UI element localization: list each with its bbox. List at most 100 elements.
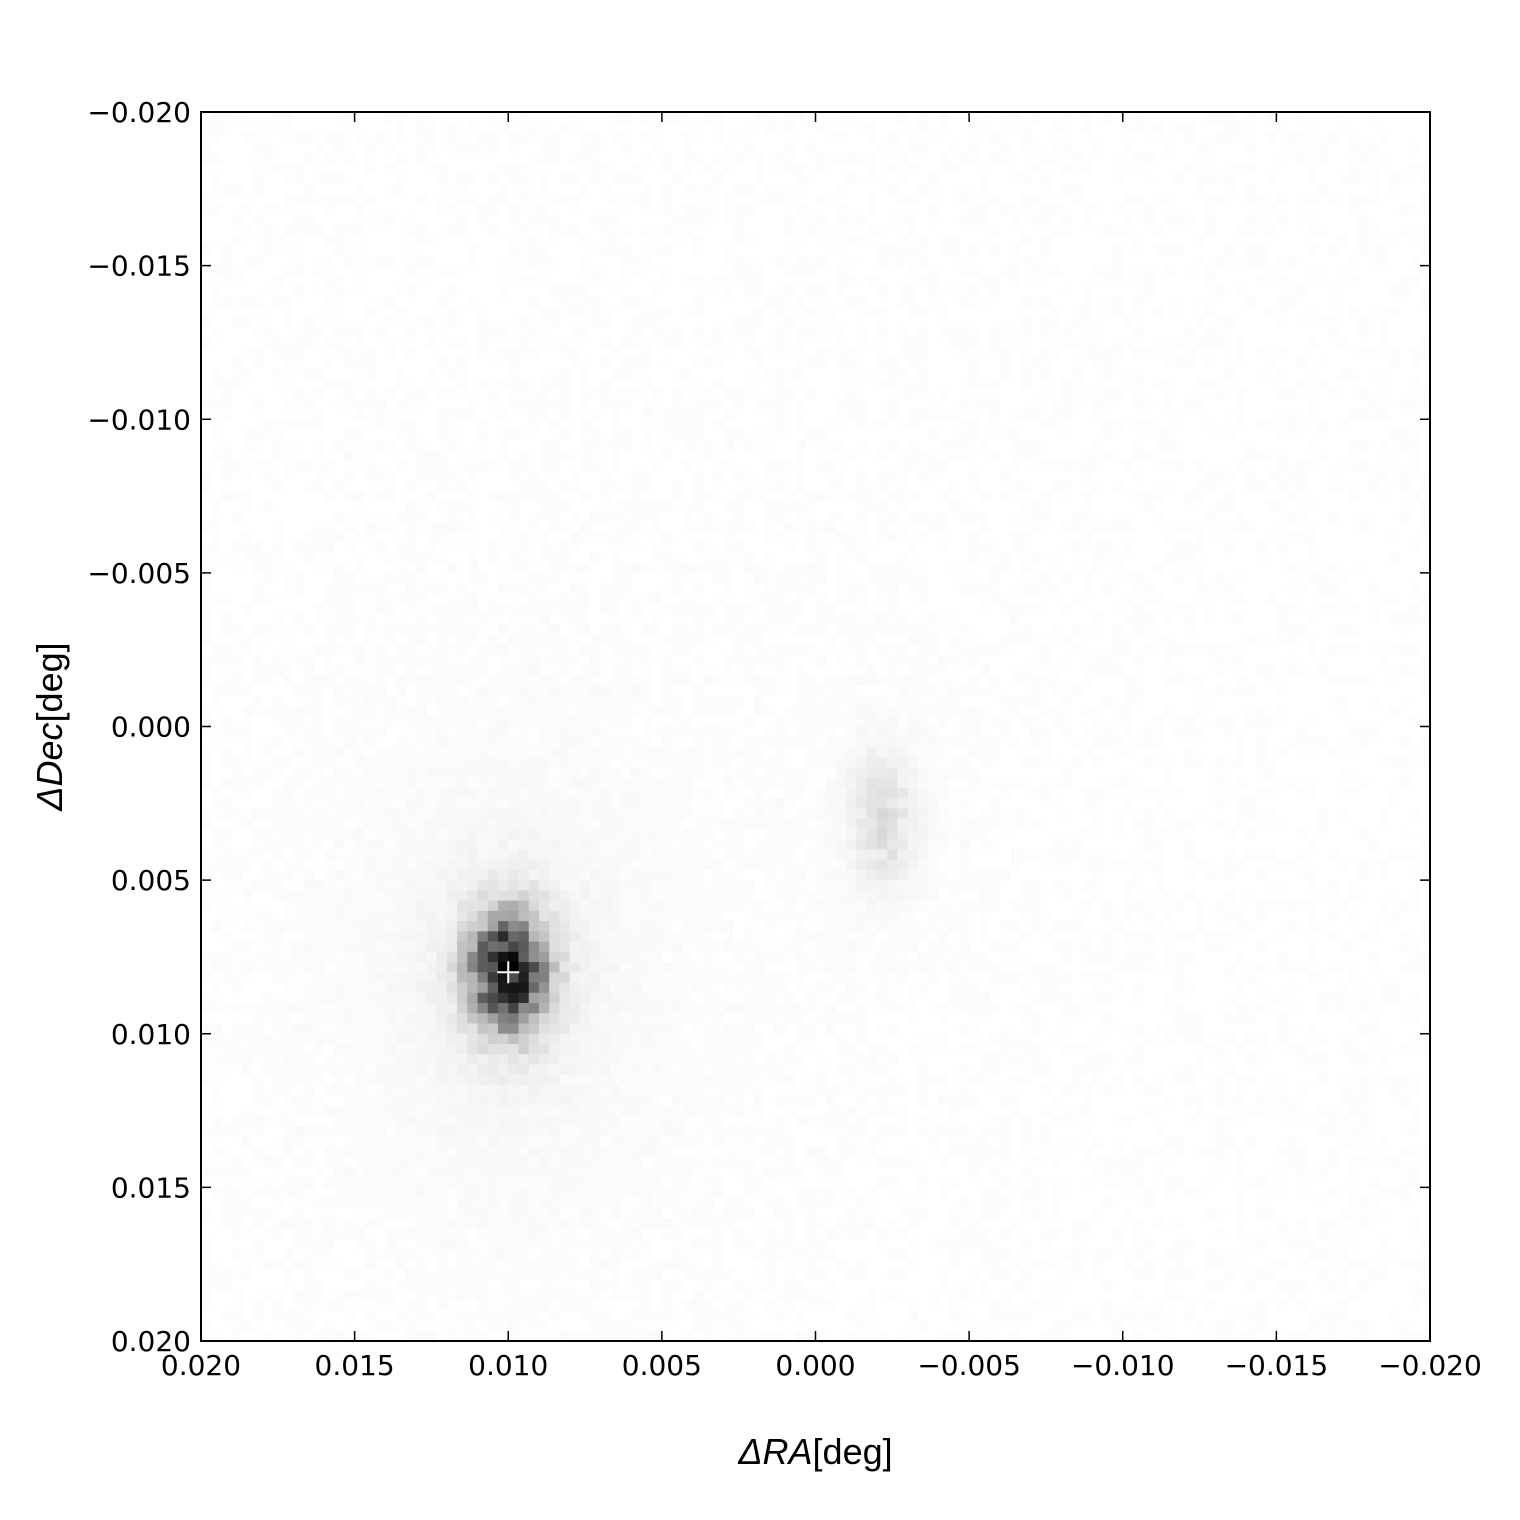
heatmap-cell	[446, 767, 458, 779]
heatmap-cell	[375, 1105, 386, 1117]
heatmap-cell	[385, 1187, 396, 1199]
heatmap-cell	[569, 624, 581, 635]
heatmap-cell	[508, 398, 519, 410]
heatmap-cell	[436, 460, 448, 471]
heatmap-cell	[457, 337, 468, 348]
heatmap-cell	[692, 398, 704, 410]
heatmap-cell	[795, 1279, 806, 1291]
heatmap-cell	[344, 429, 356, 441]
heatmap-cell	[774, 306, 786, 318]
heatmap-cell	[354, 1187, 366, 1199]
heatmap-cell	[416, 634, 427, 645]
heatmap-cell	[252, 1074, 263, 1086]
heatmap-cell	[641, 1054, 653, 1065]
heatmap-cell	[364, 388, 376, 400]
heatmap-cell	[795, 931, 806, 942]
heatmap-cell	[395, 183, 407, 195]
heatmap-cell	[426, 982, 437, 994]
heatmap-cell	[334, 572, 345, 584]
heatmap-cell	[364, 962, 376, 973]
heatmap-cell	[252, 777, 263, 789]
heatmap-cell	[334, 849, 345, 861]
heatmap-cell	[446, 368, 458, 379]
heatmap-cell	[733, 1033, 745, 1045]
heatmap-cell	[385, 183, 396, 195]
heatmap-cell	[518, 1187, 530, 1199]
heatmap-cell	[692, 900, 704, 912]
heatmap-cell	[211, 296, 222, 307]
heatmap-cell	[395, 1156, 407, 1168]
heatmap-cell	[569, 962, 581, 973]
heatmap-cell	[538, 316, 550, 328]
heatmap-cell	[825, 951, 837, 963]
heatmap-cell	[528, 736, 540, 748]
heatmap-cell	[692, 1125, 704, 1137]
heatmap-cell	[344, 327, 356, 338]
heatmap-cell	[528, 1207, 540, 1219]
heatmap-cell	[784, 1279, 796, 1291]
heatmap-cell	[457, 1330, 468, 1342]
heatmap-cell	[672, 644, 683, 656]
heatmap-cell	[600, 880, 612, 891]
heatmap-cell	[538, 726, 550, 738]
heatmap-cell	[713, 521, 724, 533]
heatmap-cell	[631, 685, 642, 697]
heatmap-cell	[313, 603, 325, 615]
heatmap-cell	[426, 798, 437, 809]
heatmap-cell	[672, 706, 683, 717]
heatmap-cell	[477, 316, 489, 328]
heatmap-cell	[579, 1177, 591, 1188]
heatmap-cell	[559, 644, 571, 656]
heatmap-cell	[416, 1013, 427, 1024]
heatmap-cell	[651, 890, 663, 902]
heatmap-cell	[661, 1023, 673, 1035]
heatmap-cell	[293, 245, 304, 256]
heatmap-cell	[631, 327, 642, 338]
heatmap-cell	[477, 214, 489, 226]
heatmap-cell	[538, 183, 550, 195]
heatmap-cell	[743, 1084, 755, 1096]
heatmap-cell	[487, 726, 499, 738]
heatmap-cell	[528, 1269, 540, 1280]
heatmap-cell	[426, 1310, 437, 1321]
heatmap-cell	[692, 296, 704, 307]
heatmap-cell	[262, 1095, 274, 1106]
heatmap-cell	[538, 449, 550, 461]
heatmap-cell	[252, 1043, 263, 1055]
heatmap-cell	[416, 1300, 427, 1311]
heatmap-cell	[262, 1064, 274, 1076]
heatmap-cell	[600, 1054, 612, 1065]
heatmap-cell	[323, 890, 335, 902]
heatmap-cell	[651, 1033, 663, 1045]
heatmap-cell	[303, 1064, 315, 1076]
heatmap-cell	[416, 1074, 427, 1086]
heatmap-cell	[395, 1074, 407, 1086]
heatmap-cell	[211, 828, 222, 840]
heatmap-cell	[446, 900, 458, 912]
heatmap-cell	[477, 460, 489, 471]
heatmap-cell	[313, 828, 325, 840]
heatmap-cell	[549, 1003, 560, 1014]
heatmap-cell	[282, 122, 294, 133]
heatmap-cell	[682, 910, 693, 922]
heatmap-cell	[815, 726, 827, 738]
heatmap-cell	[549, 1064, 560, 1076]
heatmap-cell	[436, 880, 448, 891]
heatmap-cell	[610, 1074, 622, 1086]
heatmap-cell	[221, 962, 233, 973]
heatmap-cell	[313, 224, 325, 236]
heatmap-cell	[672, 1218, 683, 1229]
heatmap-cell	[682, 941, 693, 953]
heatmap-cell	[538, 777, 550, 789]
heatmap-cell	[672, 1197, 683, 1209]
heatmap-cell	[498, 1259, 509, 1270]
heatmap-cell	[467, 787, 478, 799]
heatmap-cell	[416, 1166, 427, 1178]
heatmap-cell	[354, 1136, 366, 1147]
heatmap-cell	[364, 1197, 376, 1209]
heatmap-cell	[323, 808, 335, 820]
heatmap-cell	[815, 931, 827, 942]
heatmap-cell	[641, 654, 653, 666]
heatmap-cell	[549, 828, 560, 840]
heatmap-cell	[549, 665, 560, 676]
